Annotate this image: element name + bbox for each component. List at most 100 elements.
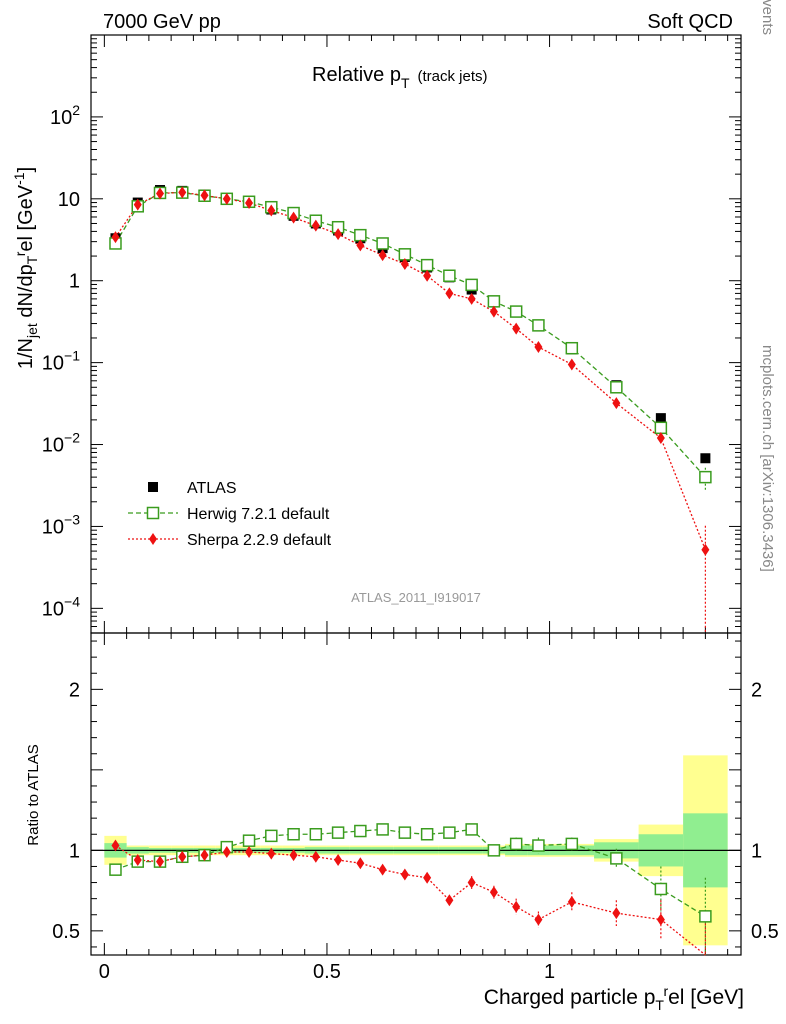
herwig-ratio-point — [532, 839, 545, 852]
herwig-ratio-point — [287, 828, 300, 841]
sherpa-ratio-point — [289, 849, 298, 862]
sherpa-point — [612, 397, 621, 410]
ratio-tick-label-right: 1 — [751, 840, 762, 862]
sherpa-point — [334, 228, 343, 241]
y-tick-label: 10 — [58, 189, 80, 211]
sherpa-point — [512, 322, 521, 335]
y-tick-label: 10−4 — [42, 593, 80, 620]
herwig-point — [565, 341, 579, 355]
herwig-point — [443, 269, 456, 282]
header-left: 7000 GeV pp — [103, 11, 221, 33]
sherpa-point — [445, 287, 454, 300]
sherpa-ratio-point — [267, 847, 276, 860]
sherpa-ratio-point — [378, 863, 387, 876]
legend-sherpa-label: Sherpa 2.2.9 default — [187, 532, 332, 549]
sherpa-point — [289, 211, 298, 224]
sherpa-ratio-point — [311, 850, 320, 863]
herwig-ratio-point — [331, 826, 345, 839]
herwig-ratio-point — [309, 828, 323, 841]
plot-title: Relative pT (track jets) — [312, 64, 488, 91]
legend-herwig-label: Herwig 7.2.1 default — [187, 506, 330, 523]
sherpa-point — [534, 341, 543, 354]
herwig-point — [509, 305, 523, 318]
y-tick-label: 10−1 — [42, 348, 80, 375]
sherpa-point — [267, 204, 276, 217]
plot-title-sub: T — [401, 75, 410, 91]
sherpa-point — [567, 358, 576, 371]
sherpa-point — [133, 198, 142, 211]
ratio-tick-labels: 0.5 0.5 1 1 2 2 — [52, 679, 779, 943]
y-tick-label: 1 — [69, 271, 80, 293]
herwig-point — [465, 278, 478, 292]
sherpa-ratio-point — [567, 895, 576, 908]
herwig-ratio-point — [565, 837, 579, 851]
sherpa-ratio-point — [534, 913, 543, 926]
herwig-point — [487, 295, 501, 308]
axis-ticks — [91, 34, 741, 955]
herwig-point — [610, 381, 623, 394]
mcplots-label: mcplots.cern.ch [arXiv:1306.3436] — [759, 345, 776, 572]
x-tick-label: 1 — [544, 961, 555, 983]
herwig-ratio-point — [610, 852, 623, 865]
sherpa-point — [245, 196, 254, 209]
sherpa-point — [701, 543, 710, 556]
plot-title-main: Relative p — [312, 64, 401, 86]
x-tick-label: 0.5 — [313, 961, 341, 983]
x-tick-label: 0 — [99, 961, 110, 983]
herwig-ratio-point — [376, 823, 389, 836]
herwig-ratio-point — [487, 844, 501, 857]
sherpa-point — [489, 305, 498, 318]
herwig-point — [376, 237, 389, 250]
herwig-point — [654, 421, 668, 435]
sherpa-point — [400, 258, 409, 271]
sherpa-ratio-point — [423, 871, 432, 884]
herwig-ratio-point — [109, 863, 122, 876]
sherpa-ratio-point — [111, 839, 120, 852]
ratio-ylabel: Ratio to ATLAS — [25, 744, 42, 845]
sherpa-ratio-point — [222, 845, 231, 858]
main-ylabel: 1/Njet dN/dpTrel [GeV-1] — [11, 167, 40, 369]
sherpa-ratio-point — [467, 876, 476, 889]
sherpa-ratio-point — [656, 913, 665, 926]
sherpa-ratio-point — [245, 845, 254, 858]
legend-sherpa-marker — [149, 533, 157, 545]
sherpa-ratio-point — [200, 849, 209, 862]
sherpa-point — [356, 239, 365, 252]
ratio-tick-label-right: 0.5 — [751, 921, 779, 943]
ratio-tick-label-right: 2 — [751, 679, 762, 701]
sherpa-point — [311, 219, 320, 232]
y-tick-label: 10−2 — [42, 430, 80, 457]
x-axis-label: Charged particle pTrel [GeV] — [484, 983, 744, 1013]
herwig-ratio-point — [420, 828, 434, 841]
sherpa-point — [156, 187, 165, 200]
sherpa-ratio-point — [445, 894, 454, 907]
herwig-point — [354, 228, 367, 242]
herwig-ratio-point — [242, 834, 256, 847]
herwig-ratio-point — [465, 823, 478, 836]
herwig-ratio-point — [265, 829, 278, 843]
herwig-ratio-point — [354, 824, 367, 838]
main-series — [109, 185, 712, 633]
herwig-ratio-point — [654, 882, 668, 896]
sherpa-ratio-point — [133, 854, 142, 867]
ratio-series — [109, 823, 712, 956]
herwig-point — [420, 258, 434, 272]
x-tick-labels: 0 0.5 1 — [99, 961, 555, 983]
legend: ATLAS Herwig 7.2.1 default Sherpa 2.2.9 de… — [128, 480, 332, 549]
herwig-ratio-point — [509, 837, 523, 851]
sherpa-ratio-point — [512, 900, 521, 913]
sherpa-ratio-point — [489, 886, 498, 899]
sherpa-ratio-point — [156, 855, 165, 868]
header-right: Soft QCD — [647, 11, 733, 33]
herwig-ratio-point — [398, 826, 412, 839]
plot-title-extra: (track jets) — [418, 68, 488, 85]
sherpa-point — [378, 249, 387, 262]
sherpa-ratio-point — [178, 850, 187, 863]
herwig-ratio-point — [699, 910, 712, 923]
legend-atlas-label: ATLAS — [187, 480, 237, 497]
sherpa-point — [423, 269, 432, 282]
herwig-point — [699, 470, 712, 484]
sherpa-point — [200, 189, 209, 202]
ratio-plot-frame — [90, 632, 742, 956]
